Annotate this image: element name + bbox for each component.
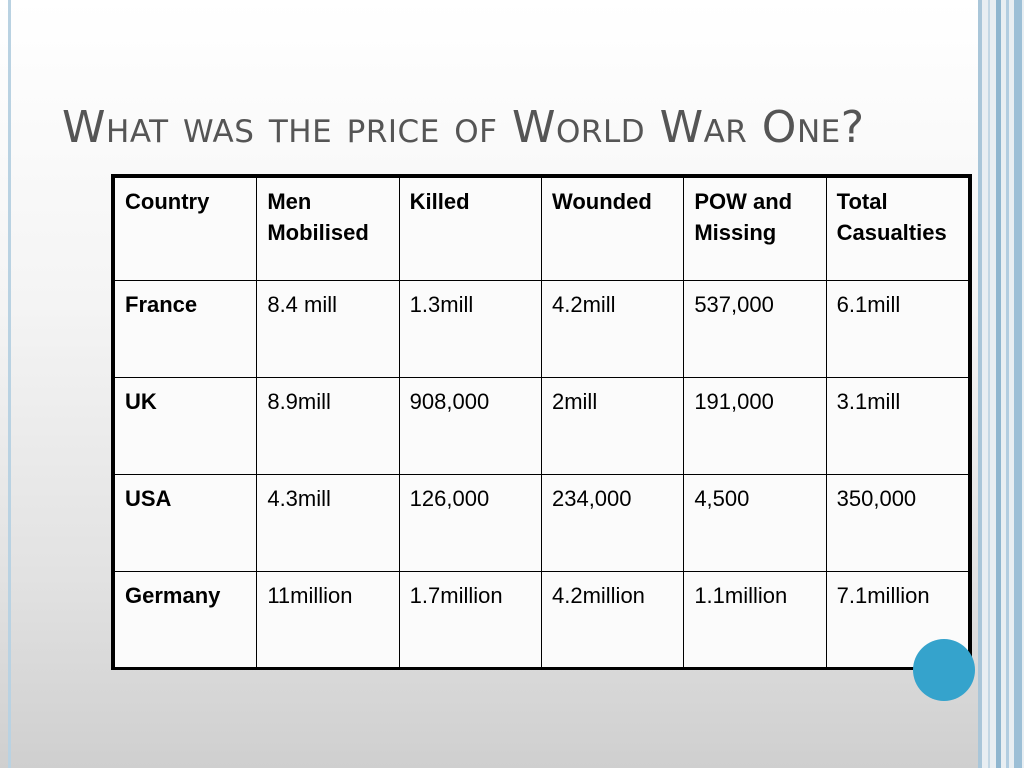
cell-total-casualties: 350,000 xyxy=(825,474,970,572)
cell-killed: 126,000 xyxy=(398,474,542,572)
header-pow-missing: POW and Missing xyxy=(683,177,827,281)
cell-pow-missing: 537,000 xyxy=(683,280,827,378)
table-row-france: France 8.4 mill 1.3mill 4.2mill 537,000 … xyxy=(113,280,970,378)
casualties-table: Country Men Mobilised Killed Wounded POW… xyxy=(113,177,970,669)
slide-title: What was the price of World War One? xyxy=(62,102,865,153)
left-decorative-rule xyxy=(8,0,11,768)
header-country: Country xyxy=(113,177,258,281)
cell-pow-missing: 1.1million xyxy=(683,571,827,669)
cell-country: USA xyxy=(113,474,258,572)
cell-men-mobilised: 8.4 mill xyxy=(256,280,400,378)
header-killed: Killed xyxy=(398,177,542,281)
cell-men-mobilised: 4.3mill xyxy=(256,474,400,572)
decorative-stripe xyxy=(978,0,982,768)
decorative-stripe xyxy=(996,0,1001,768)
header-total-casualties: Total Casualties xyxy=(825,177,970,281)
cell-killed: 1.7million xyxy=(398,571,542,669)
cell-wounded: 234,000 xyxy=(540,474,685,572)
table-row-germany: Germany 11million 1.7million 4.2million … xyxy=(113,571,970,669)
table-header-row: Country Men Mobilised Killed Wounded POW… xyxy=(113,177,970,281)
right-decorative-band xyxy=(978,0,1024,768)
cell-country: France xyxy=(113,280,258,378)
header-wounded: Wounded xyxy=(540,177,685,281)
decorative-stripe xyxy=(988,0,990,768)
cell-country: Germany xyxy=(113,571,258,669)
cell-country: UK xyxy=(113,377,258,475)
cell-wounded: 4.2mill xyxy=(540,280,685,378)
table-row-usa: USA 4.3mill 126,000 234,000 4,500 350,00… xyxy=(113,474,970,572)
decorative-stripe xyxy=(1014,0,1022,768)
cell-wounded: 4.2million xyxy=(540,571,685,669)
cell-killed: 908,000 xyxy=(398,377,542,475)
cell-killed: 1.3mill xyxy=(398,280,542,378)
decorative-circle xyxy=(913,639,975,701)
decorative-stripe xyxy=(1006,0,1009,768)
cell-men-mobilised: 8.9mill xyxy=(256,377,400,475)
cell-total-casualties: 6.1mill xyxy=(825,280,970,378)
cell-wounded: 2mill xyxy=(540,377,685,475)
cell-total-casualties: 3.1mill xyxy=(825,377,970,475)
cell-men-mobilised: 11million xyxy=(256,571,400,669)
table-row-uk: UK 8.9mill 908,000 2mill 191,000 3.1mill xyxy=(113,377,970,475)
cell-pow-missing: 191,000 xyxy=(683,377,827,475)
casualties-table-container: Country Men Mobilised Killed Wounded POW… xyxy=(111,174,972,670)
cell-pow-missing: 4,500 xyxy=(683,474,827,572)
header-men-mobilised: Men Mobilised xyxy=(256,177,400,281)
